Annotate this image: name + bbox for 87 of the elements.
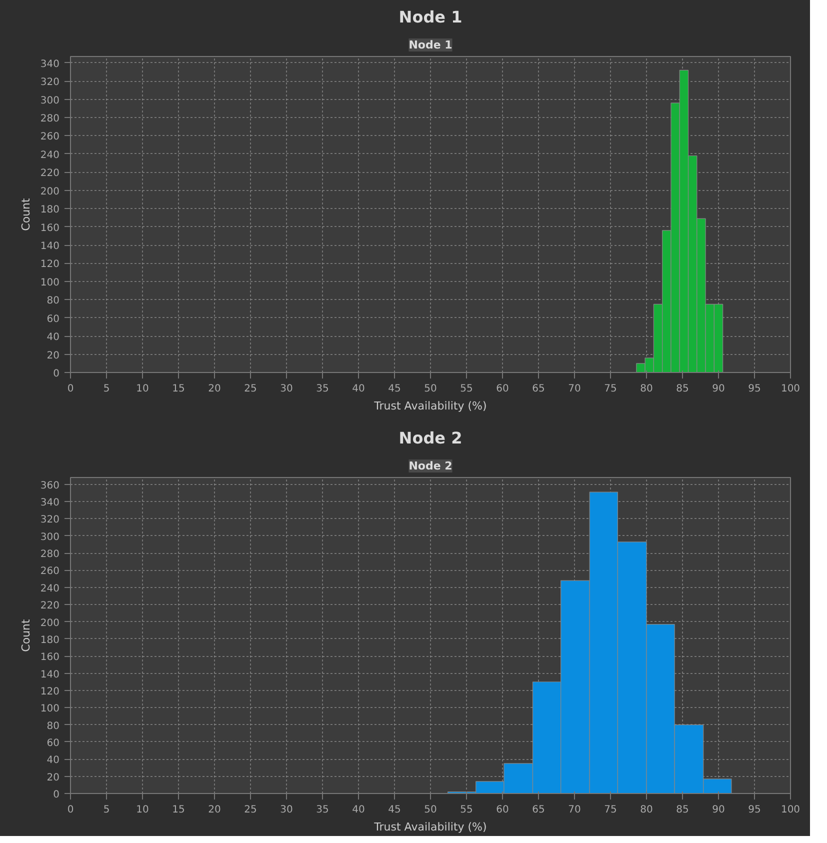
x-tick-label: 5: [103, 804, 110, 816]
y-tick-label: 160: [40, 652, 60, 664]
y-axis-title: Count: [19, 618, 32, 652]
x-tick-label: 80: [640, 384, 653, 394]
y-tick-label: 0: [53, 790, 60, 800]
y-tick-label: 60: [46, 738, 60, 749]
y-tick-label: 300: [40, 532, 60, 543]
x-tick-label: 60: [496, 804, 509, 816]
y-tick-label: 200: [40, 186, 60, 198]
y-tick-label: 40: [46, 332, 60, 344]
x-tick-label: 90: [712, 384, 725, 394]
y-tick-label: 280: [40, 549, 60, 560]
text: Node 1: [408, 38, 452, 52]
y-tick-label: 20: [46, 350, 60, 362]
y-tick-label: 340: [40, 498, 60, 509]
y-tick-label: 320: [40, 77, 60, 88]
x-tick-label: 40: [352, 384, 365, 394]
y-tick-label: 120: [40, 686, 60, 698]
x-tick-label: 10: [136, 804, 149, 816]
x-tick-label: 70: [568, 384, 581, 394]
x-tick-label: 25: [244, 804, 257, 816]
chart-title: Node 1: [398, 8, 462, 26]
x-tick-label: 15: [172, 804, 185, 816]
x-tick-label: 30: [280, 384, 293, 394]
x-tick-label: 65: [532, 384, 545, 394]
y-tick-label: 220: [40, 600, 60, 612]
y-tick-label: 220: [40, 168, 60, 180]
x-tick-label: 5: [103, 384, 110, 394]
y-tick-label: 360: [40, 480, 60, 492]
y-tick-label: 200: [40, 618, 60, 629]
x-tick-label: 100: [780, 384, 800, 394]
x-tick-label: 15: [172, 384, 185, 394]
y-tick-label: 180: [40, 204, 60, 216]
x-tick-label: 85: [676, 804, 689, 816]
x-tick-label: 0: [67, 804, 74, 816]
y-tick-label: 240: [40, 150, 60, 161]
y-tick-label: 0: [53, 368, 60, 380]
x-tick-label: 85: [676, 384, 689, 394]
x-tick-label: 50: [424, 804, 437, 816]
x-tick-label: 45: [388, 384, 401, 394]
x-tick-label: 10: [136, 384, 149, 394]
y-tick-label: 240: [40, 583, 60, 594]
x-tick-label: 55: [460, 804, 473, 816]
x-axis-title: Trust Availability (%): [373, 820, 487, 834]
x-tick-label: 100: [780, 804, 800, 816]
y-tick-label: 140: [40, 669, 60, 680]
y-tick-label: 40: [46, 755, 60, 766]
x-tick-label: 70: [568, 804, 581, 816]
x-tick-label: 45: [388, 804, 401, 816]
y-tick-label: 320: [40, 514, 60, 526]
x-tick-label: 50: [424, 384, 437, 394]
x-tick-label: 60: [496, 384, 509, 394]
x-axis-title: Trust Availability (%): [373, 400, 487, 412]
x-tick-label: 80: [640, 804, 653, 816]
x-tick-label: 95: [748, 804, 761, 816]
x-tick-label: 30: [280, 804, 293, 816]
y-tick-label: 80: [46, 296, 60, 307]
y-tick-label: 260: [40, 132, 60, 143]
x-tick-label: 90: [712, 804, 725, 816]
text: Node 2: [408, 460, 452, 472]
y-tick-label: 100: [40, 277, 60, 288]
y-tick-label: 280: [40, 114, 60, 125]
y-tick-label: 340: [40, 58, 60, 70]
x-tick-label: 95: [748, 384, 761, 394]
y-tick-label: 120: [40, 259, 60, 270]
y-axis-title: Count: [19, 197, 32, 231]
x-tick-label: 35: [316, 384, 329, 394]
x-tick-label: 25: [244, 384, 257, 394]
y-tick-label: 20: [46, 772, 60, 784]
x-tick-label: 20: [208, 804, 221, 816]
y-tick-label: 140: [40, 241, 60, 252]
y-tick-label: 260: [40, 566, 60, 578]
x-tick-label: 65: [532, 804, 545, 816]
y-tick-label: 180: [40, 634, 60, 646]
y-tick-label: 100: [40, 704, 60, 715]
x-tick-label: 75: [604, 384, 617, 394]
chart-title: Node 2: [398, 428, 462, 448]
y-tick-label: 300: [40, 95, 60, 106]
x-tick-label: 0: [67, 384, 74, 394]
x-tick-label: 40: [352, 804, 365, 816]
x-tick-label: 20: [208, 384, 221, 394]
y-tick-label: 60: [46, 314, 60, 325]
y-tick-label: 160: [40, 222, 60, 234]
x-tick-label: 35: [316, 804, 329, 816]
y-tick-label: 80: [46, 720, 60, 732]
x-tick-label: 75: [604, 804, 617, 816]
x-tick-label: 55: [460, 384, 473, 394]
